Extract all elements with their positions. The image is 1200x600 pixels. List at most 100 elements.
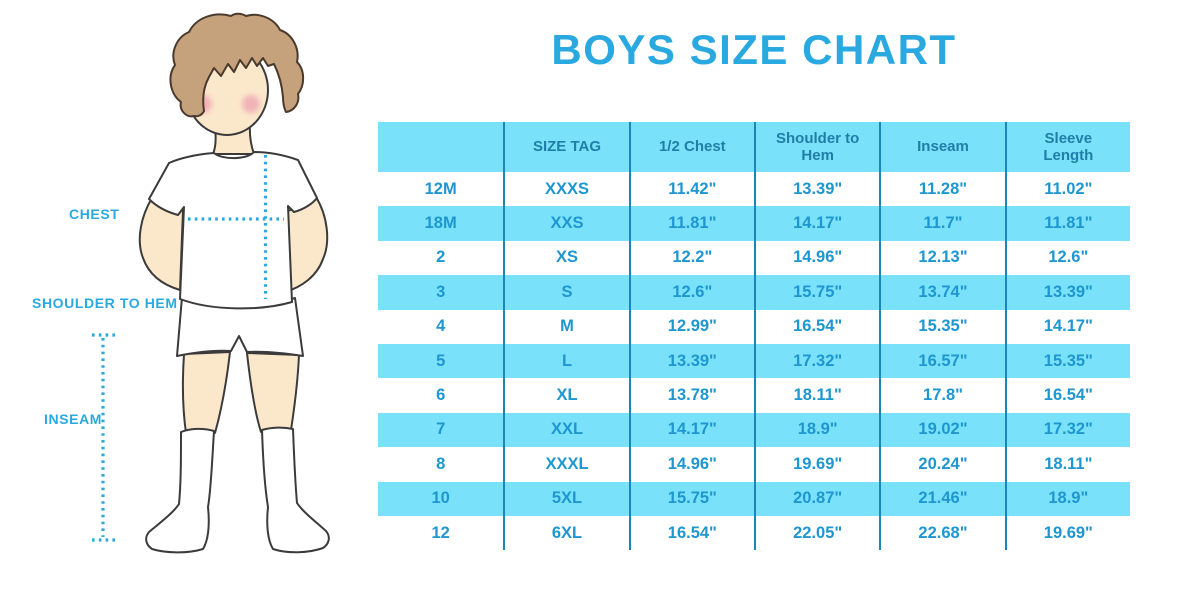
size-tag-cell: XXXL <box>503 447 628 482</box>
boy-right-sock <box>261 426 330 554</box>
header-cell: Inseam <box>879 122 1004 172</box>
size-table: SIZE TAG 1/2 Chest Shoulder to Hem Inseam Sl… <box>378 122 1130 551</box>
measurement-cell: 18.9" <box>754 412 879 448</box>
size-tag-cell: XL <box>503 378 628 413</box>
size-cell: 12 <box>431 523 450 542</box>
size-cell: 7 <box>436 420 446 439</box>
measurement-cell: 15.75" <box>628 481 754 516</box>
table-row: 18M XXS 11.81" 14.17" 11.7" 11.81" <box>378 206 1130 241</box>
table-body: 12M XXXS 11.42" 13.39" 11.28" 11.02" 18M XXS 11.… <box>378 172 1130 551</box>
size-cell: 2 <box>436 248 446 267</box>
measurement-cell: 19.02" <box>879 412 1004 448</box>
measurement-cell: 18.9" <box>1004 481 1130 516</box>
boy-left-sock <box>145 427 215 554</box>
measurement-cell: 14.96" <box>754 240 879 276</box>
table-row: 7 XXL 14.17" 18.9" 19.02" 17.32" <box>378 412 1130 448</box>
measurement-cell: 11.42" <box>628 172 754 207</box>
size-tag-cell: S <box>503 275 628 310</box>
measurement-cell: 16.54" <box>754 309 879 344</box>
measurement-cell: 12.6" <box>628 275 754 310</box>
header-cell: Sleeve Length <box>1004 122 1130 172</box>
table-row: 12 6XL 16.54" 22.05" 22.68" 19.69" <box>378 515 1130 551</box>
boy-illustration: CHEST SHOULDER TO HEM INSEAM <box>0 0 360 600</box>
measurement-cell: 16.54" <box>1004 378 1130 413</box>
boy-shirt <box>148 151 318 310</box>
measurement-cell: 11.28" <box>879 172 1004 207</box>
measurement-cell: 13.39" <box>1004 275 1130 310</box>
measurement-cell: 12.13" <box>879 240 1004 276</box>
table-row: 5 L 13.39" 17.32" 16.57" 15.35" <box>378 343 1130 379</box>
boy-hair <box>169 12 305 118</box>
measurement-cell: 22.68" <box>879 515 1004 551</box>
table-row: 3 S 12.6" 15.75" 13.74" 13.39" <box>378 275 1130 310</box>
header-cell: Shoulder to Hem <box>754 122 879 172</box>
measurement-cell: 14.17" <box>628 412 754 448</box>
size-cell: 12M <box>424 179 457 198</box>
measurement-cell: 20.87" <box>754 481 879 516</box>
size-cell: 10 <box>431 489 450 508</box>
size-tag-cell: XXS <box>503 206 628 241</box>
measurement-cell: 11.02" <box>1004 172 1130 207</box>
measurement-guides <box>92 155 284 542</box>
size-cell: 4 <box>436 317 446 336</box>
measurement-cell: 16.57" <box>879 343 1004 379</box>
measurement-cell: 13.78" <box>628 378 754 413</box>
measurement-cell: 12.2" <box>628 240 754 276</box>
measurement-cell: 11.7" <box>879 206 1004 241</box>
measurement-cell: 15.35" <box>879 309 1004 344</box>
measurement-cell: 14.17" <box>1004 309 1130 344</box>
table-row: 2 XS 12.2" 14.96" 12.13" 12.6" <box>378 240 1130 276</box>
boy-left-leg <box>181 351 231 434</box>
size-tag-cell: M <box>503 309 628 344</box>
size-cell: 5 <box>436 351 446 370</box>
page-title: BOYS SIZE CHART <box>551 26 957 73</box>
boy-right-leg <box>246 352 300 433</box>
measurement-cell: 22.05" <box>754 515 879 551</box>
table-header-row: SIZE TAG 1/2 Chest Shoulder to Hem Inseam Sl… <box>378 122 1130 172</box>
size-cell: 18M <box>424 214 457 233</box>
chest-label: CHEST <box>69 206 120 222</box>
measurement-cell: 14.17" <box>754 206 879 241</box>
table-row: 6 XL 13.78" 18.11" 17.8" 16.54" <box>378 378 1130 413</box>
measurement-cell: 12.99" <box>628 309 754 344</box>
measurement-cell: 15.75" <box>754 275 879 310</box>
measurement-cell: 13.74" <box>879 275 1004 310</box>
measurement-cell: 18.11" <box>754 378 879 413</box>
table-row: 8 XXXL 14.96" 19.69" 20.24" 18.11" <box>378 447 1130 482</box>
measurement-cell: 17.32" <box>1004 412 1130 448</box>
measurement-cell: 11.81" <box>1004 206 1130 241</box>
measurement-cell: 20.24" <box>879 447 1004 482</box>
measurement-cell: 21.46" <box>879 481 1004 516</box>
measurement-cell: 19.69" <box>754 447 879 482</box>
header-cell: SIZE TAG <box>503 122 628 172</box>
measurement-cell: 16.54" <box>628 515 754 551</box>
header-cell-empty <box>378 122 503 172</box>
measurement-cell: 14.96" <box>628 447 754 482</box>
shoulder-to-hem-label: SHOULDER TO HEM <box>32 295 178 311</box>
size-cell: 8 <box>436 454 446 473</box>
measurement-cell: 17.32" <box>754 343 879 379</box>
measurement-cell: 13.39" <box>754 172 879 207</box>
measurement-cell: 18.11" <box>1004 447 1130 482</box>
boy-figure-icon <box>92 12 330 554</box>
measurement-cell: 13.39" <box>628 343 754 379</box>
table-row: 4 M 12.99" 16.54" 15.35" 14.17" <box>378 309 1130 344</box>
measurement-cell: 12.6" <box>1004 240 1130 276</box>
inseam-label: INSEAM <box>44 411 103 427</box>
size-cell: 6 <box>436 386 446 405</box>
header-cell: 1/2 Chest <box>628 122 754 172</box>
measurement-cell: 17.8" <box>879 378 1004 413</box>
size-tag-cell: XS <box>503 240 628 276</box>
size-tag-cell: XXXS <box>503 172 628 207</box>
measurement-cell: 15.35" <box>1004 343 1130 379</box>
measurement-cell: 19.69" <box>1004 515 1130 551</box>
size-tag-cell: 5XL <box>503 481 628 516</box>
size-tag-cell: 6XL <box>503 515 628 551</box>
size-tag-cell: L <box>503 343 628 379</box>
table-row: 12M XXXS 11.42" 13.39" 11.28" 11.02" <box>378 172 1130 207</box>
size-cell: 3 <box>436 282 446 301</box>
measurement-cell: 11.81" <box>628 206 754 241</box>
boy-blush-right <box>242 95 260 113</box>
table-row: 10 5XL 15.75" 20.87" 21.46" 18.9" <box>378 481 1130 516</box>
